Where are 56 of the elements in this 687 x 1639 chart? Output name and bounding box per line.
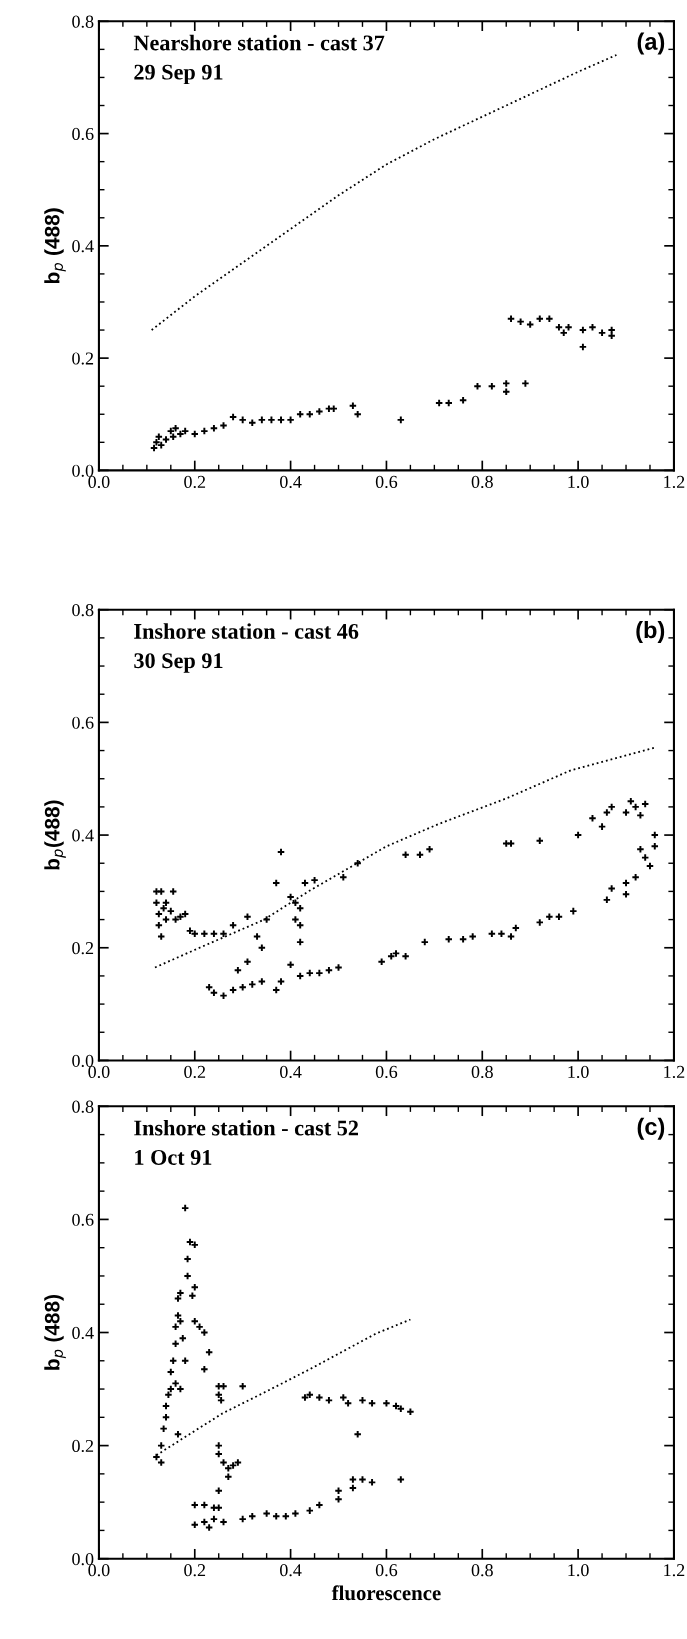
x-tick-label: 0.0 (88, 1564, 110, 1577)
x-tick-label: 0.8 (471, 1065, 493, 1079)
x-tick-label: 1.2 (664, 1564, 685, 1577)
annotation: (c) (637, 1117, 665, 1140)
x-tick-label: 0.4 (280, 1065, 302, 1079)
y-tick-label: 0.6 (72, 127, 94, 141)
y-axis-title: b$_{p}$(488) (44, 800, 66, 870)
x-tick-label: 1.0 (568, 1065, 589, 1079)
text: 30 Sep 91 (134, 653, 223, 673)
chart-title: Nearshore station - cast 37 (133, 34, 385, 51)
point (521, 379, 530, 388)
y-tick-label: 0.0 (72, 1552, 94, 1566)
point (315, 407, 324, 416)
x-tick-label: 0.4 (280, 1564, 302, 1577)
point (248, 418, 257, 427)
text: 29 Sep 91 (134, 64, 223, 85)
y-tick-label: 0.6 (72, 716, 94, 729)
x-tick-label: 0.8 (471, 1564, 493, 1577)
y-tick-label: 0.8 (72, 603, 94, 617)
x-tick-label: 0.6 (375, 1564, 398, 1577)
point (607, 331, 616, 340)
x-tick-label: 0.6 (375, 475, 398, 489)
y-axis-title: b$_{p}$ (488) (44, 208, 66, 284)
x-tick-label: 0.0 (88, 475, 110, 489)
y-tick-label: 0.4 (72, 1326, 94, 1340)
y-tick-label: 0.8 (72, 1100, 94, 1113)
x-tick-label: 1.2 (664, 1065, 685, 1079)
x-axis-title: fluorescence (331, 1585, 441, 1601)
x-tick-label: 0.2 (184, 475, 206, 489)
y-tick-label: 0.4 (72, 240, 94, 253)
text: 1 Oct 91 (135, 1150, 212, 1165)
y-tick-label: 0.4 (72, 829, 94, 842)
point (353, 410, 362, 419)
y-tick-label: 0.6 (72, 1213, 94, 1226)
y-tick-label: 0.2 (72, 352, 94, 365)
y-tick-label: 0.0 (72, 1054, 94, 1067)
y-tick-label: 0.8 (72, 15, 94, 28)
y-tick-label: 0.2 (72, 1439, 94, 1453)
y-tick-label: 0.2 (72, 942, 94, 955)
point (516, 317, 525, 326)
x-tick-label: 0.2 (184, 1564, 206, 1577)
x-tick-label: 0.0 (88, 1065, 110, 1079)
y-tick-label: 0.0 (72, 464, 94, 477)
annotation: (a) (637, 32, 665, 55)
x-tick-label: 0.2 (184, 1065, 206, 1079)
x-tick-label: 1.0 (568, 1564, 589, 1577)
chart-title: Inshore station - cast 52 (134, 1119, 359, 1136)
x-tick-label: 1.2 (664, 475, 685, 489)
y-axis-title: b$_{p}$ (488) (44, 1295, 66, 1370)
x-tick-label: 1.0 (568, 475, 589, 489)
chart-title: Inshore station - cast 46 (134, 623, 359, 639)
line-series (154, 746, 656, 969)
x-tick-label: 0.4 (280, 475, 302, 489)
x-tick-label: 0.8 (471, 475, 493, 489)
annotation: (b) (636, 620, 665, 643)
x-tick-label: 0.6 (375, 1065, 398, 1079)
